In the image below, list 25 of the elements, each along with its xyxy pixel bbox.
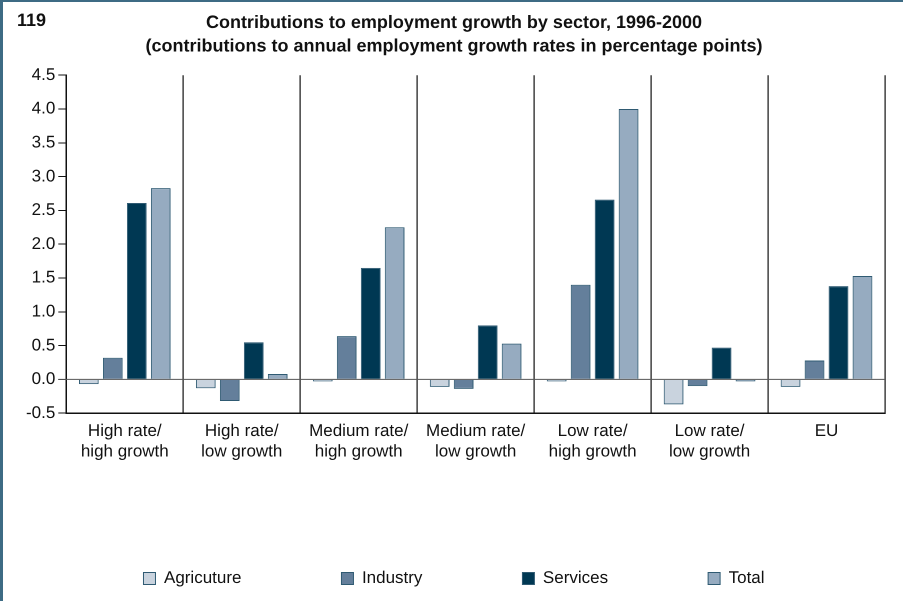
x-tick-label: High rate/high growth: [80, 421, 169, 460]
x-tick-label: High rate/low growth: [201, 421, 282, 460]
y-tick-label: 1.0: [32, 301, 56, 320]
x-tick-label: Medium rate/low growth: [426, 421, 526, 460]
x-tick-label: EU: [814, 421, 838, 440]
text: 119: [17, 10, 46, 31]
y-tick-label: -0.5: [26, 402, 56, 422]
y-tick-label: 2.0: [32, 234, 56, 253]
legend-label: Industry: [362, 568, 423, 588]
y-tick-label: 4.5: [32, 64, 56, 84]
legend-label: Services: [542, 568, 608, 588]
y-tick-label: 0.0: [32, 369, 56, 388]
y-tick-label: 4.0: [32, 98, 56, 118]
y-tick-label: 0.5: [32, 335, 56, 354]
x-tick-label: Medium rate/high growth: [309, 421, 409, 460]
chart-subtitle: (contributions to annual employment growth rates in percentage points): [145, 35, 763, 56]
y-tick-label: 2.5: [32, 200, 56, 220]
legend-label: Agricuture: [164, 568, 242, 588]
legend-label: Total: [728, 568, 765, 588]
chart-title: Contributions to employment growth by sector, 1996-2000: [206, 12, 702, 32]
y-tick-label: 3.5: [32, 132, 56, 152]
x-tick-label: Low rate/low growth: [668, 421, 750, 460]
x-tick-label: Low rate/high growth: [548, 421, 637, 460]
y-tick-label: 3.0: [32, 166, 56, 186]
y-tick-label: 1.5: [32, 268, 56, 287]
